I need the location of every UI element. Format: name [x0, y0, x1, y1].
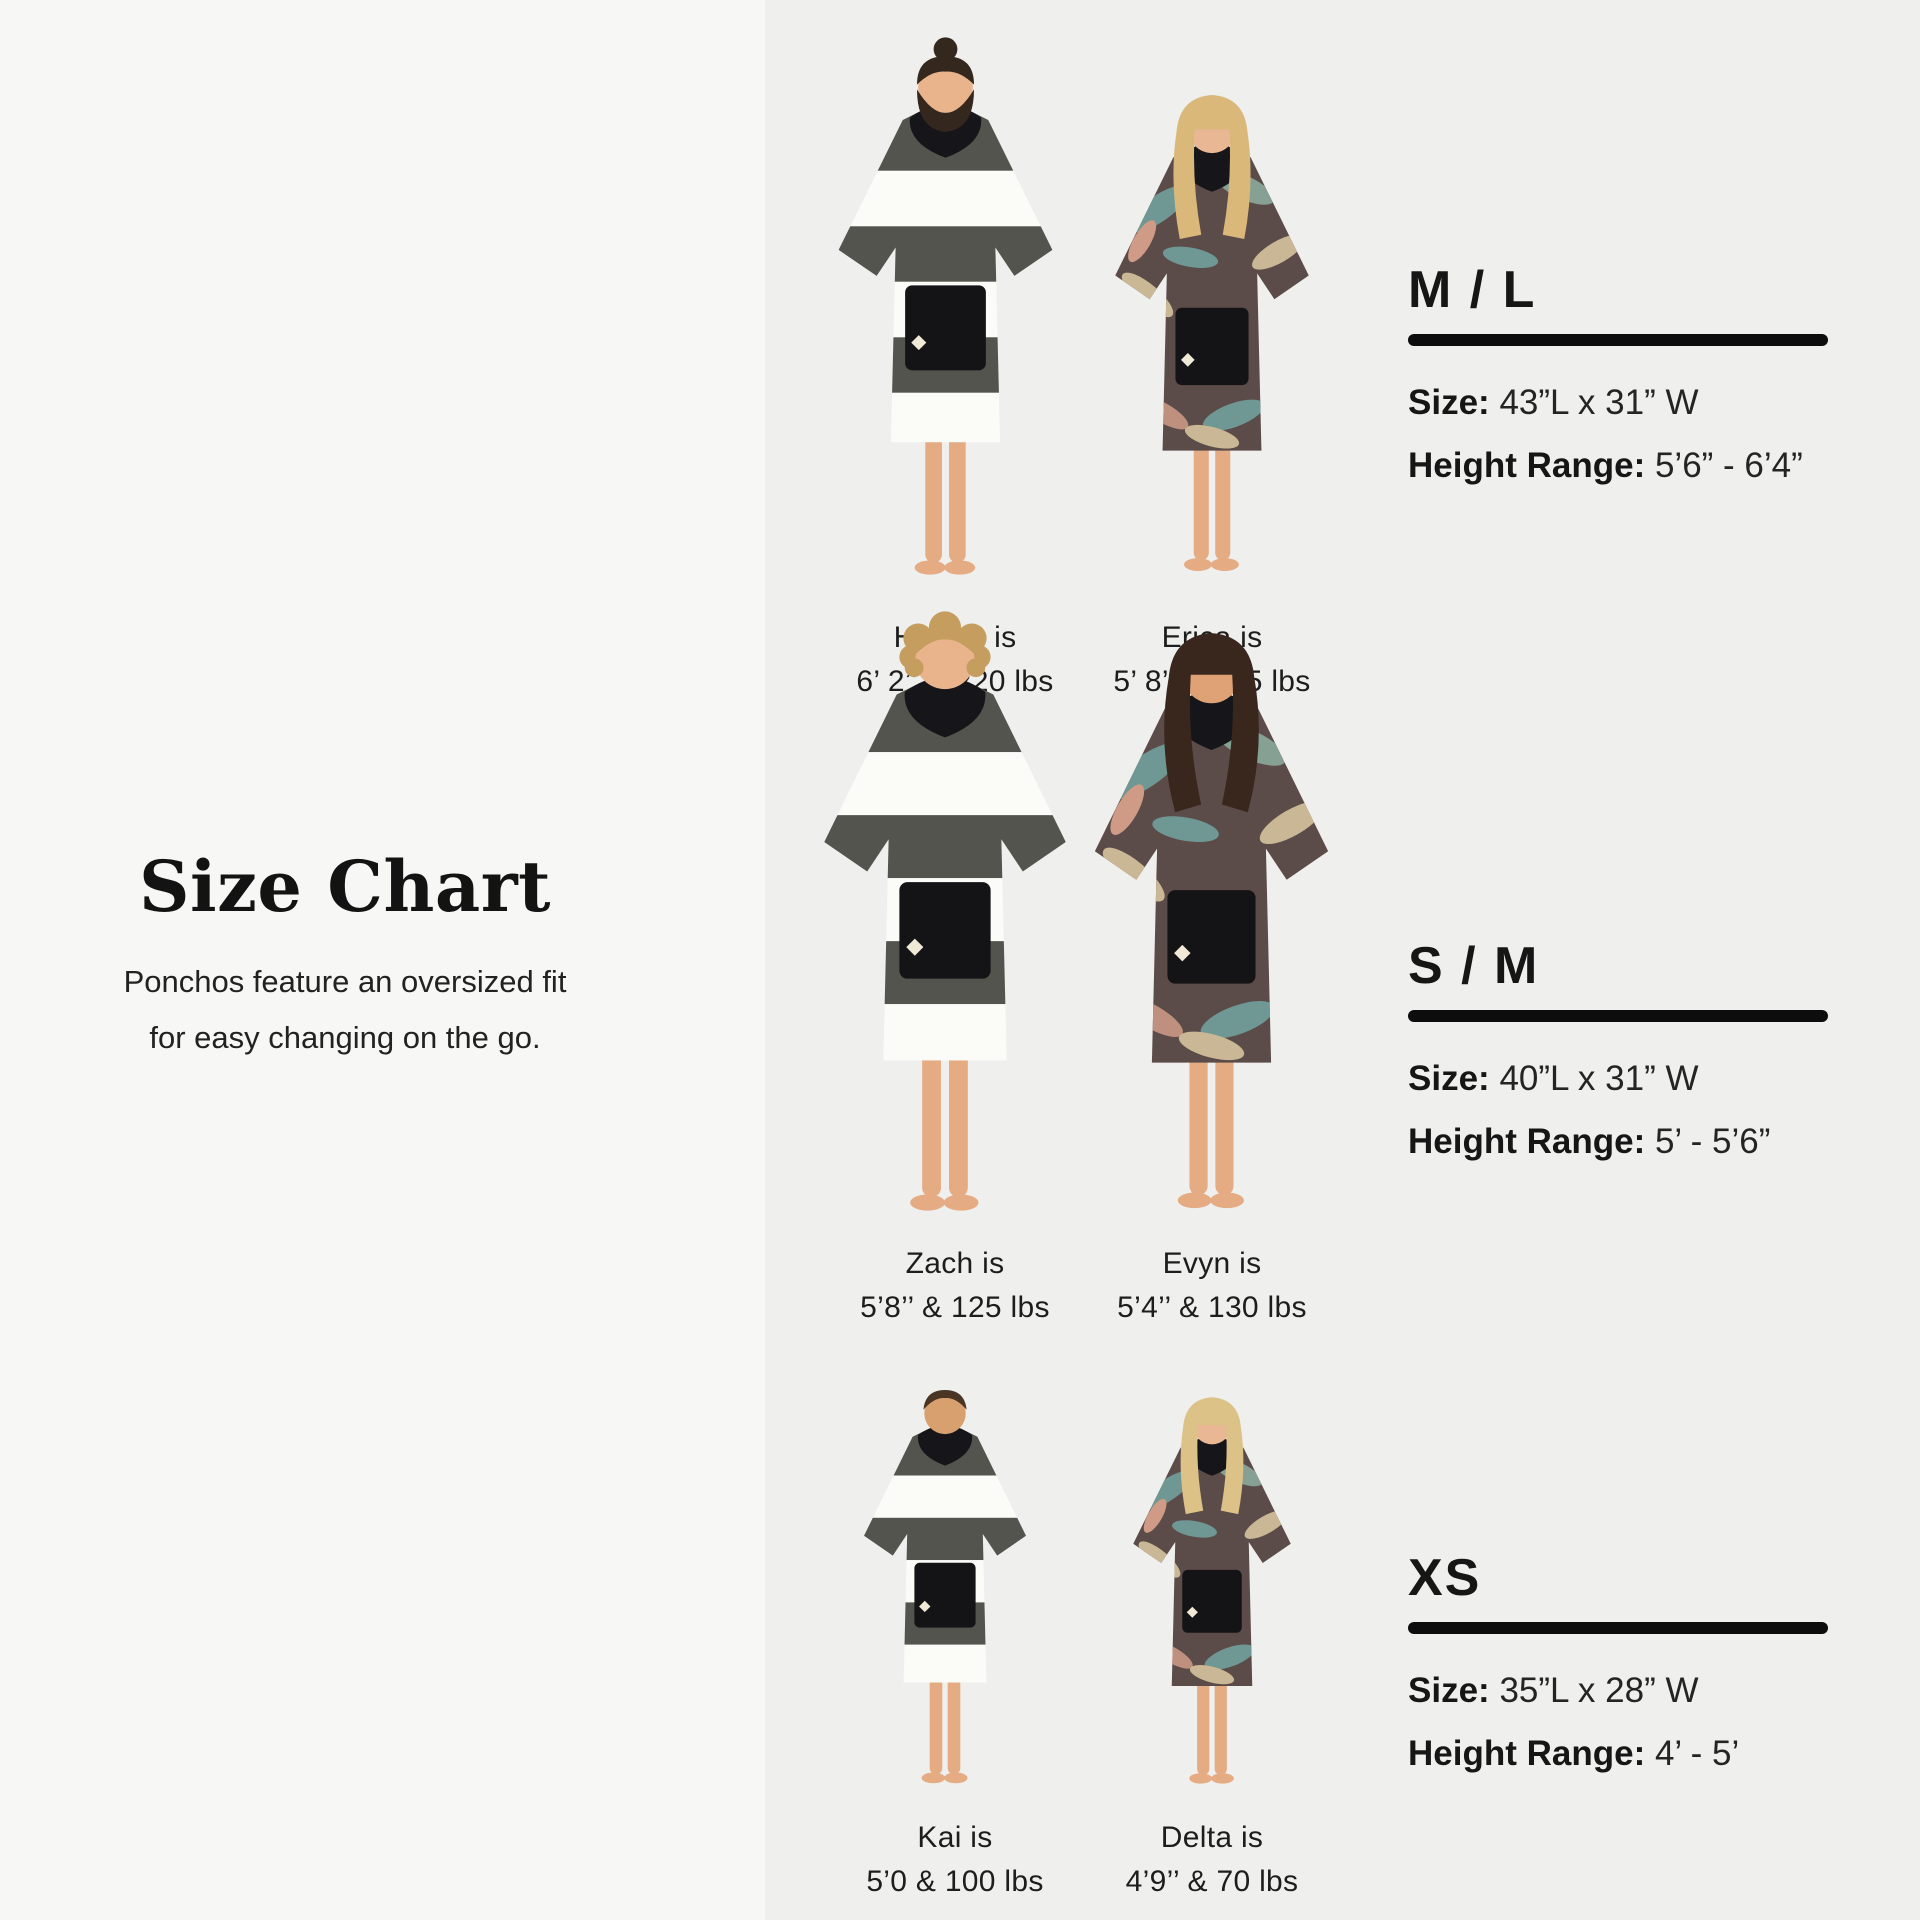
- size-label-ml: M / L: [1408, 261, 1537, 319]
- height-spec-label: Height Range:: [1408, 1734, 1646, 1773]
- model-photo-hunter: [803, 37, 1088, 575]
- size-spec-value: 43”L x 31” W: [1499, 383, 1699, 422]
- model-stats: 4’9’’ & 70 lbs: [1125, 1865, 1299, 1898]
- model-name: Kai is: [917, 1821, 993, 1854]
- size-spec-label: Size:: [1408, 1671, 1490, 1710]
- model-name: Evyn is: [1162, 1247, 1262, 1280]
- size-info-xs: XS Size: 35”L x 28” W Height Range: 4’ -…: [1408, 1550, 1848, 1777]
- size-label-sm: S / M: [1408, 937, 1540, 995]
- model-stats: 5’0 & 100 lbs: [866, 1865, 1044, 1898]
- model-caption-zach: Zach is 5’8’’ & 125 lbs: [775, 1242, 1135, 1330]
- size-info-ml: M / L Size: 43”L x 31” W Height Range: 5…: [1408, 262, 1848, 489]
- subtitle-line-1: Ponchos feature an oversized fit: [123, 964, 567, 999]
- model-caption-evyn: Evyn is 5’4’’ & 130 lbs: [1032, 1242, 1392, 1330]
- size-info-sm: S / M Size: 40”L x 31” W Height Range: 5…: [1408, 938, 1848, 1165]
- height-spec: Height Range: 5’ - 5’6”: [1408, 1119, 1848, 1165]
- model-photo-evyn: [1056, 633, 1367, 1209]
- size-spec-value: 40”L x 31” W: [1499, 1059, 1699, 1098]
- subtitle-line-2: for easy changing on the go.: [149, 1020, 541, 1055]
- divider-rule: [1408, 1622, 1828, 1634]
- height-spec: Height Range: 4’ - 5’: [1408, 1731, 1848, 1777]
- height-spec-label: Height Range:: [1408, 446, 1646, 485]
- size-spec: Size: 40”L x 31” W: [1408, 1056, 1848, 1102]
- model-caption-delta: Delta is 4’9’’ & 70 lbs: [1032, 1816, 1392, 1904]
- model-stats: 5’8’’ & 125 lbs: [860, 1291, 1050, 1324]
- model-photo-zach: [784, 611, 1106, 1211]
- height-spec-label: Height Range:: [1408, 1122, 1646, 1161]
- model-name: Zach is: [905, 1247, 1005, 1280]
- model-name: Delta is: [1160, 1821, 1264, 1854]
- height-spec: Height Range: 5’6” - 6’4”: [1408, 443, 1848, 489]
- size-spec-value: 35”L x 28” W: [1499, 1671, 1699, 1710]
- model-photo-delta: [1107, 1397, 1317, 1784]
- model-caption-kai: Kai is 5’0 & 100 lbs: [775, 1816, 1135, 1904]
- model-photo-erica: [1083, 95, 1341, 572]
- page-title: Size Chart: [139, 845, 551, 928]
- size-spec: Size: 43”L x 31” W: [1408, 380, 1848, 426]
- height-spec-value: 4’ - 5’: [1654, 1734, 1740, 1773]
- model-stats: 5’4’’ & 130 lbs: [1117, 1291, 1307, 1324]
- model-photo-kai: [837, 1390, 1053, 1784]
- divider-rule: [1408, 334, 1828, 346]
- height-spec-value: 5’ - 5’6”: [1654, 1122, 1771, 1161]
- divider-rule: [1408, 1010, 1828, 1022]
- size-label-xs: XS: [1408, 1549, 1482, 1607]
- height-spec-value: 5’6” - 6’4”: [1654, 446, 1803, 485]
- size-spec-label: Size:: [1408, 383, 1490, 422]
- size-spec-label: Size:: [1408, 1059, 1490, 1098]
- page-subtitle: Ponchos feature an oversized fit for eas…: [25, 954, 665, 1066]
- intro-panel: Size Chart Ponchos feature an oversized …: [25, 845, 665, 1066]
- size-spec: Size: 35”L x 28” W: [1408, 1668, 1848, 1714]
